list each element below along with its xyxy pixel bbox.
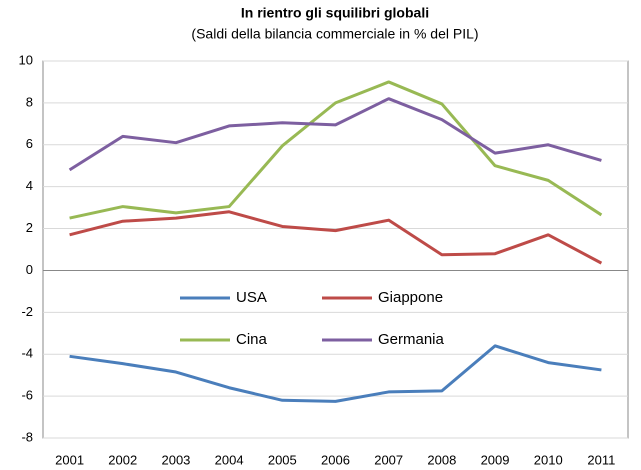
legend-label: Cina bbox=[236, 331, 268, 348]
legend-label: USA bbox=[236, 289, 267, 306]
x-tick-label: 2003 bbox=[161, 452, 190, 467]
x-tick-label: 2006 bbox=[321, 452, 350, 467]
x-tick-label: 2004 bbox=[215, 452, 244, 467]
series-line bbox=[69, 210, 603, 265]
y-tick-label: 6 bbox=[26, 136, 33, 151]
legend-label: Giappone bbox=[378, 289, 443, 306]
y-tick-label: 4 bbox=[26, 178, 33, 193]
x-tick-label: 2010 bbox=[534, 452, 563, 467]
y-tick-label: -6 bbox=[21, 388, 33, 403]
y-tick-label: 2 bbox=[26, 220, 33, 235]
x-tick-label: 2011 bbox=[587, 452, 615, 467]
series-line bbox=[69, 344, 602, 403]
legend-label: Germania bbox=[378, 331, 445, 348]
y-tick-label: 8 bbox=[26, 94, 33, 109]
y-tick-label: -2 bbox=[21, 304, 33, 319]
series-line bbox=[69, 80, 603, 220]
series-line bbox=[68, 97, 602, 172]
x-tick-label: 2005 bbox=[268, 452, 297, 467]
y-tick-label: 10 bbox=[19, 52, 33, 67]
chart-subtitle: (Saldi della bilancia commerciale in % d… bbox=[191, 26, 478, 42]
x-tick-label: 2007 bbox=[374, 452, 403, 467]
y-tick-label: -8 bbox=[21, 429, 33, 444]
chart-title: In rientro gli squilibri globali bbox=[241, 5, 429, 21]
y-tick-label: 0 bbox=[26, 262, 33, 277]
x-tick-label: 2001 bbox=[55, 452, 84, 467]
x-tick-label: 2009 bbox=[481, 452, 510, 467]
x-tick-label: 2002 bbox=[108, 452, 137, 467]
x-tick-label: 2008 bbox=[427, 452, 456, 467]
y-tick-label: -4 bbox=[21, 346, 33, 361]
plot-frame bbox=[42, 60, 629, 439]
